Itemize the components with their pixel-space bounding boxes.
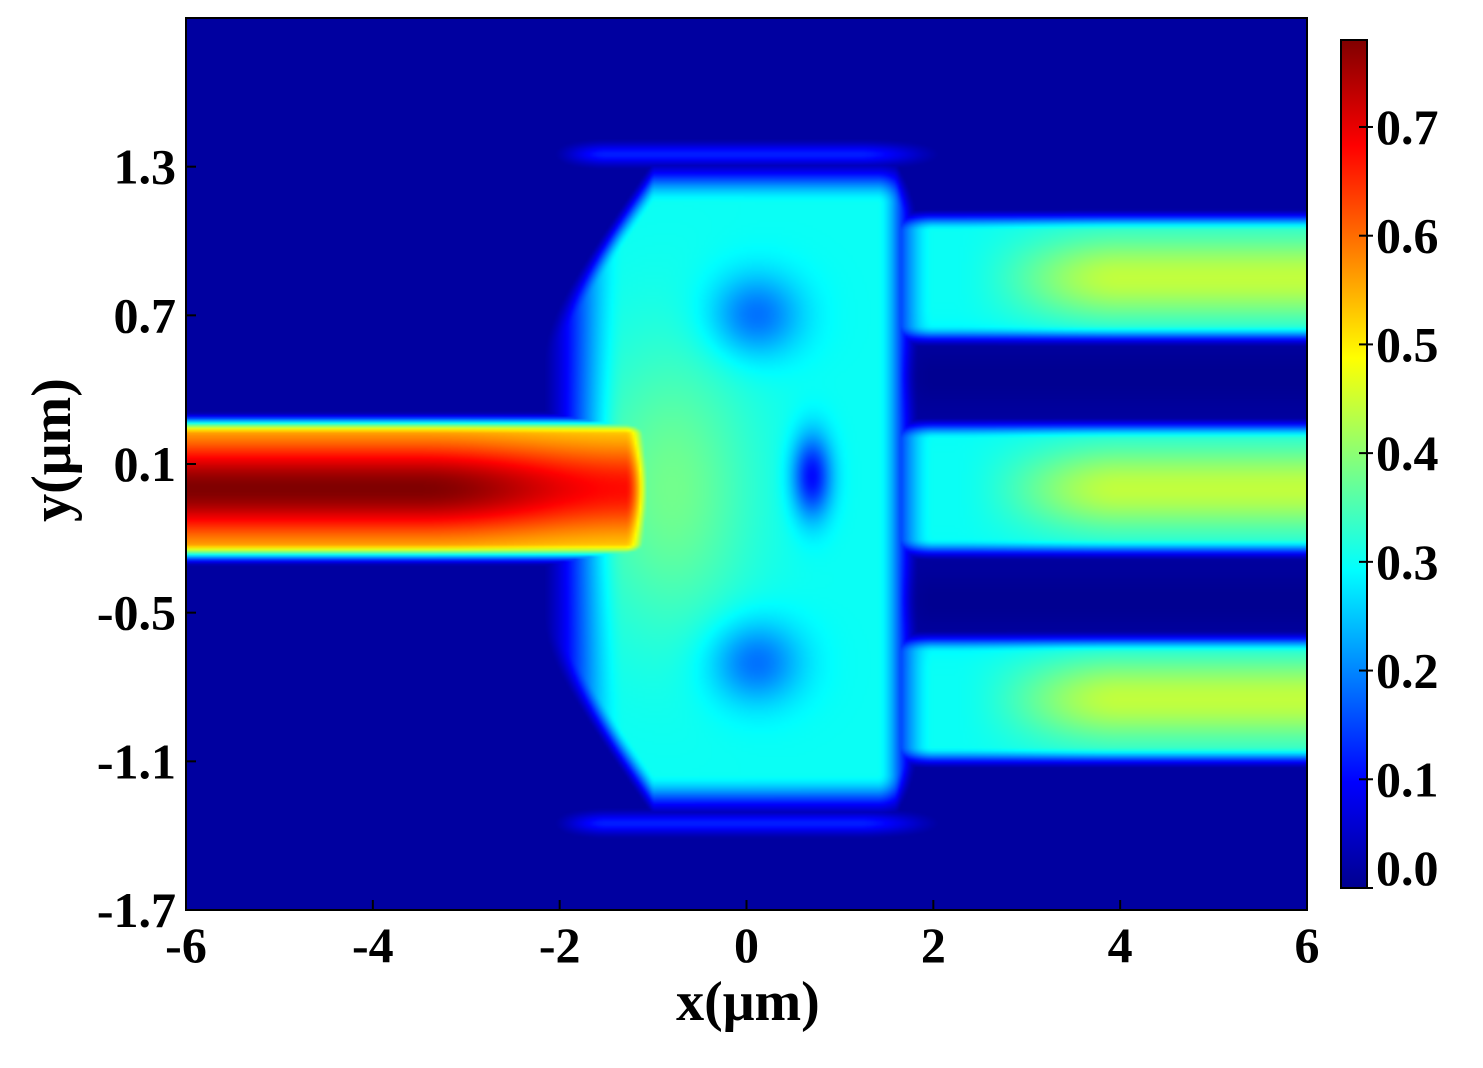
x-tick-label: 0 [734,917,759,973]
x-tick-label: 2 [921,917,946,973]
colorbar-tick-label: 0.7 [1376,99,1439,155]
y-axis-ticks: -1.7 -1.1 -0.5 0.1 0.7 1.3 [97,139,196,938]
y-tick-label: 0.1 [114,436,177,492]
x-tick-label: 6 [1295,917,1320,973]
x-axis-ticks: -6 -4 -2 0 2 4 6 [165,900,1320,973]
colorbar-tick-label: 0.6 [1376,208,1439,264]
y-axis-label: y(μm) [21,378,83,522]
colorbar [1340,39,1368,889]
colorbar-ticks: 0.0 0.1 0.2 0.3 0.4 0.5 0.6 0.7 [1359,99,1439,896]
colorbar-tick-label: 0.3 [1376,534,1439,590]
colorbar-tick-label: 0.0 [1376,840,1439,896]
y-tick-label: -1.1 [97,733,176,789]
x-tick-label: -2 [539,917,581,973]
y-tick-label: 1.3 [114,139,177,195]
x-axis-label: x(μm) [676,971,820,1033]
y-tick-label: 0.7 [114,287,177,343]
x-tick-label: -6 [165,917,207,973]
colorbar-tick-label: 0.4 [1376,425,1439,481]
colorbar-tick-label: 0.2 [1376,643,1439,699]
colorbar-tick-label: 0.1 [1376,751,1439,807]
y-tick-label: -0.5 [97,585,176,641]
x-tick-label: -4 [352,917,394,973]
colorbar-tick-label: 0.5 [1376,316,1439,372]
x-tick-label: 4 [1108,917,1133,973]
y-tick-label: -1.7 [97,882,176,938]
heatmap-image [186,18,1307,910]
